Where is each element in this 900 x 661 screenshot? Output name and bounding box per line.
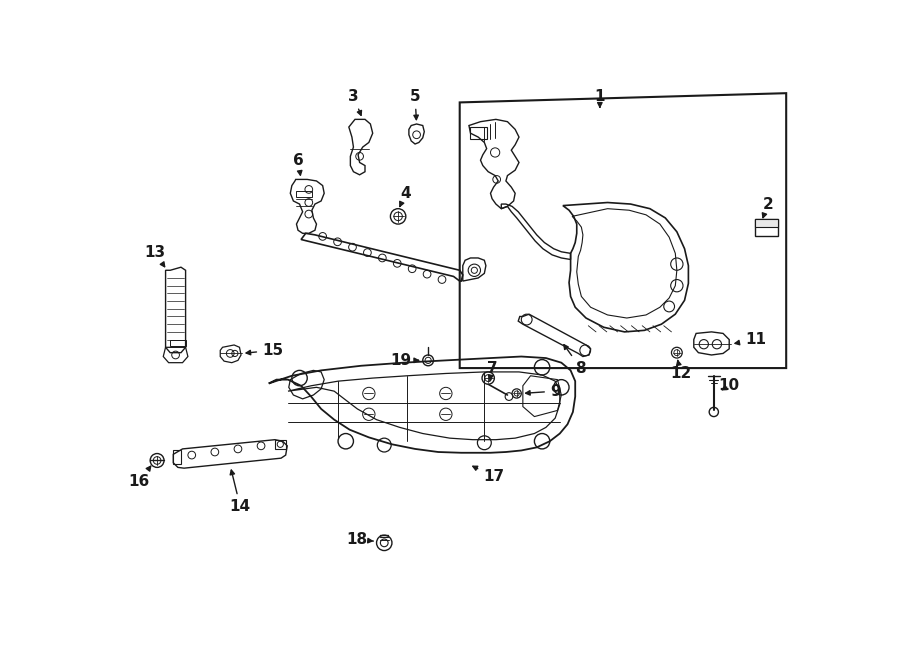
Text: 6: 6: [292, 153, 303, 175]
Text: 2: 2: [762, 196, 773, 217]
Text: 9: 9: [526, 383, 561, 399]
Bar: [274, 440, 285, 449]
Text: 7: 7: [487, 360, 498, 381]
Bar: [296, 191, 312, 197]
Text: 8: 8: [564, 344, 586, 375]
Bar: [755, 219, 778, 227]
Text: 5: 5: [410, 89, 420, 120]
Text: 18: 18: [346, 532, 374, 547]
Bar: [174, 450, 181, 464]
Text: 17: 17: [472, 466, 504, 484]
Text: 13: 13: [144, 245, 166, 267]
Text: 3: 3: [348, 89, 362, 115]
Text: 11: 11: [735, 332, 766, 347]
Text: 1: 1: [595, 89, 605, 107]
Text: 14: 14: [230, 470, 251, 514]
Text: 10: 10: [718, 378, 740, 393]
Bar: [755, 219, 778, 237]
Text: 4: 4: [400, 186, 411, 206]
Text: 16: 16: [129, 466, 150, 488]
Text: 12: 12: [670, 360, 691, 381]
Text: 19: 19: [391, 353, 419, 368]
Text: 15: 15: [246, 343, 284, 358]
Bar: [471, 127, 488, 139]
Bar: [170, 340, 185, 346]
